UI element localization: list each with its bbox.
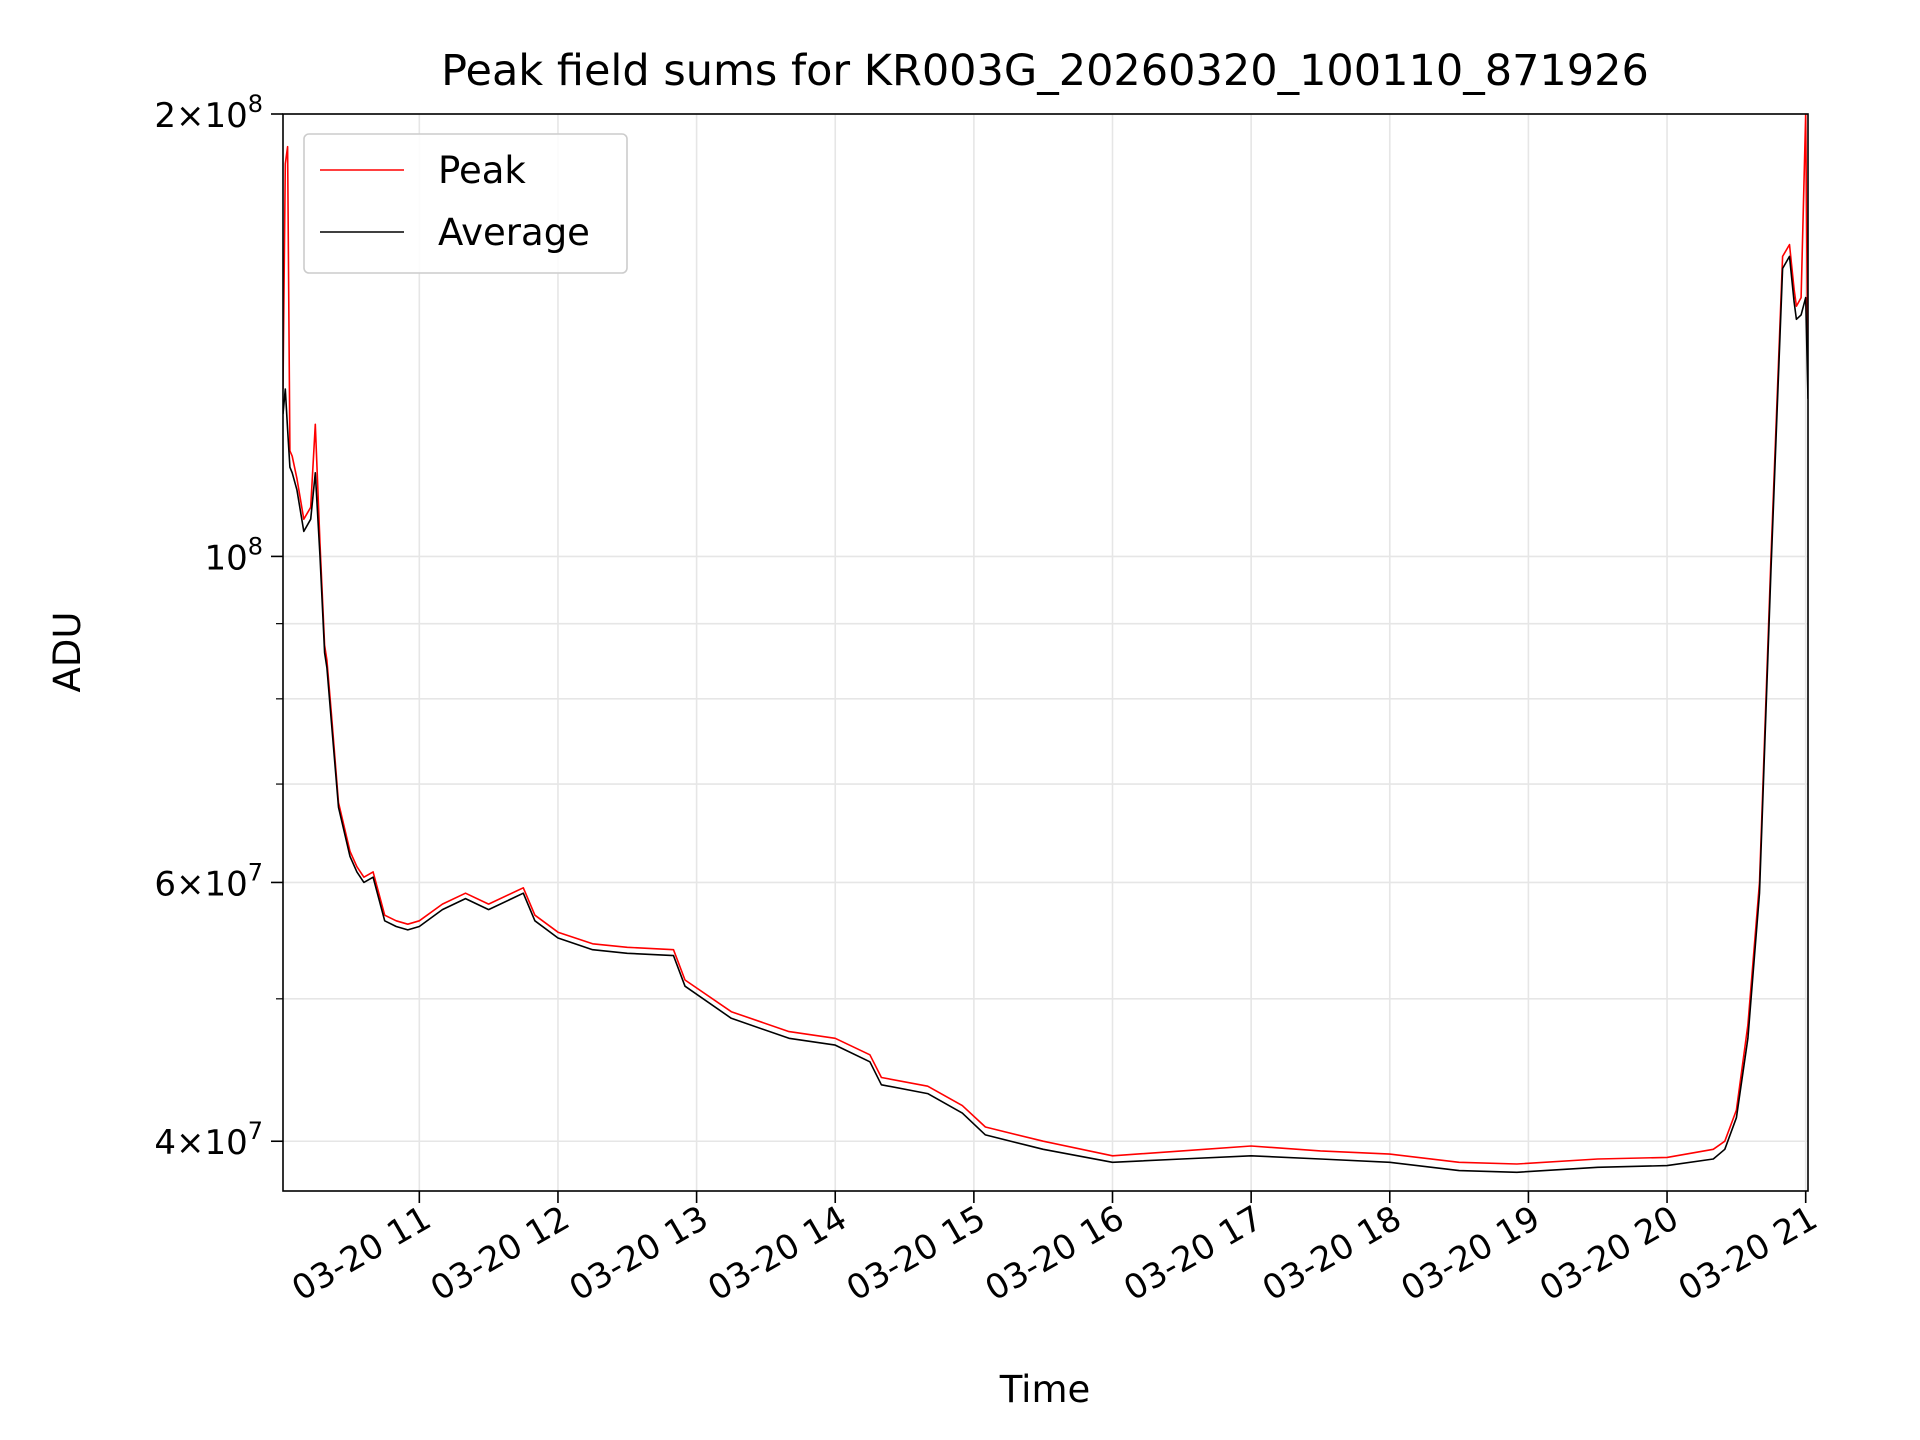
y-tick-label: 108	[204, 532, 263, 578]
series-layer	[283, 114, 1808, 1174]
y-tick-label: 2×108	[154, 90, 263, 136]
y-axis-label: ADU	[46, 612, 89, 693]
y-tick-label: 4×107	[154, 1117, 263, 1163]
series-line-peak	[283, 114, 1808, 1165]
y-tick-label: 6×107	[154, 858, 263, 904]
chart-title: Peak field sums for KR003G_20260320_1001…	[441, 46, 1649, 96]
legend-label-peak: Peak	[438, 149, 526, 192]
legend: Peak Average	[303, 133, 628, 274]
plot-frame	[282, 113, 1809, 1192]
series-line-average	[283, 255, 1808, 1174]
legend-box	[303, 133, 628, 274]
x-axis-label: Time	[999, 1368, 1091, 1411]
legend-label-average: Average	[438, 211, 590, 254]
